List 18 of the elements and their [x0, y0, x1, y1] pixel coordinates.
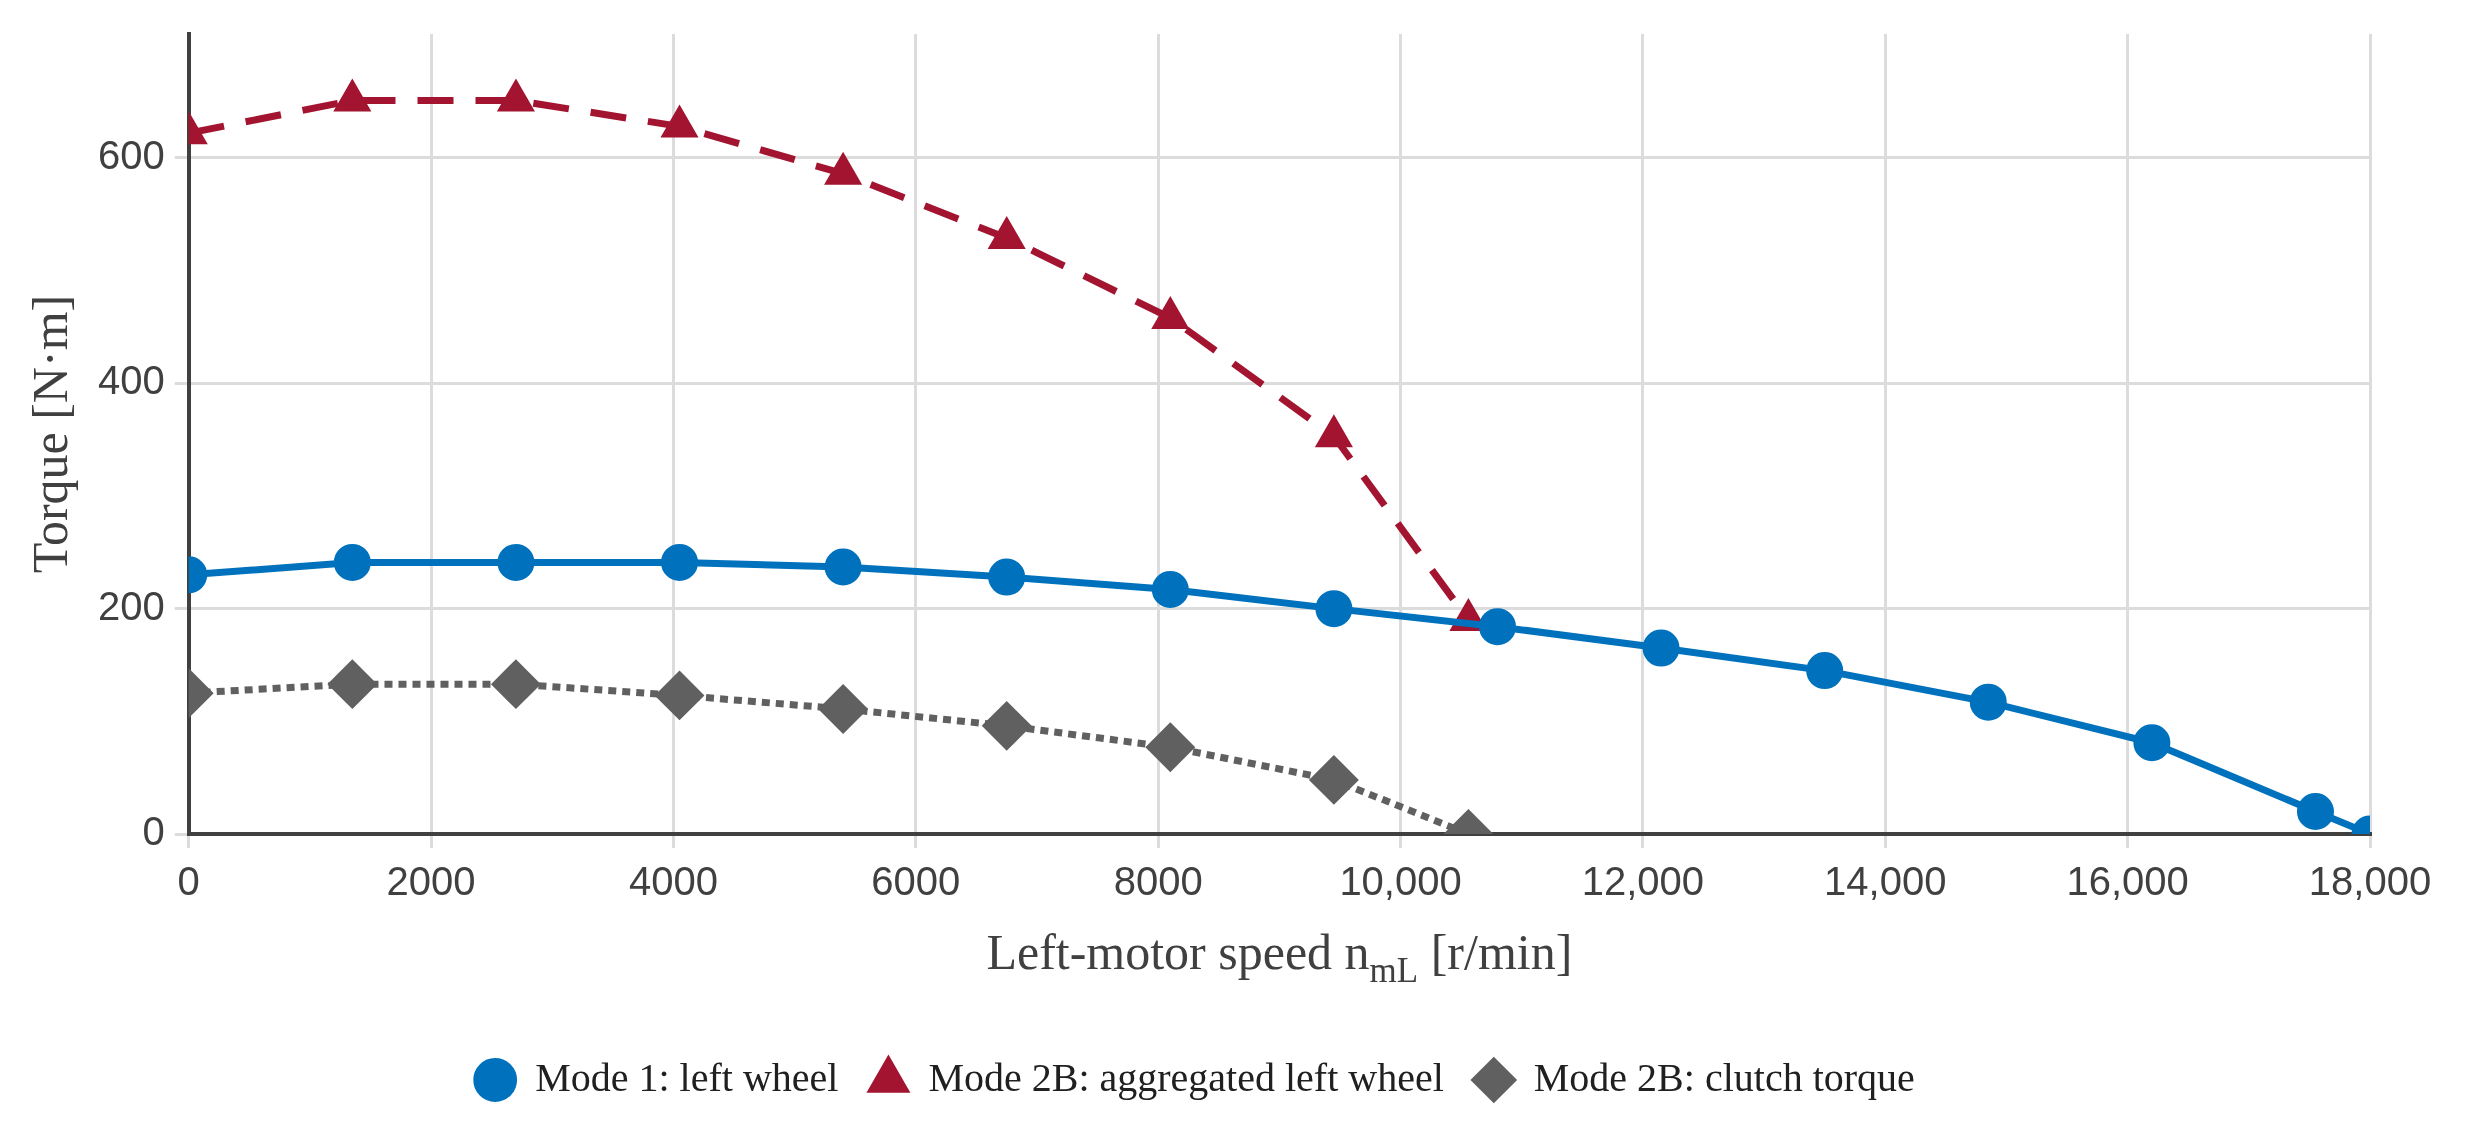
y-axis-title: Torque [N·m] [22, 294, 79, 574]
y-tick-label: 0 [142, 809, 165, 854]
x-tick-label: 18,000 [2308, 859, 2432, 904]
legend-label: Mode 1: left wheel [535, 1054, 839, 1100]
legend-label: Mode 2B: clutch torque [1533, 1054, 1915, 1100]
x-tick-label: 0 [177, 859, 200, 904]
x-tick-label: 6000 [871, 859, 961, 904]
x-tick-label: 8000 [1113, 859, 1203, 904]
x-tick-label: 16,000 [2066, 859, 2189, 904]
x-tick-label: 4000 [628, 859, 718, 904]
y-tick-label: 600 [97, 132, 165, 177]
y-tick-label: 400 [97, 358, 165, 403]
x-tick-label: 12,000 [1581, 859, 1705, 904]
x-tick-label: 10,000 [1339, 859, 1462, 904]
legend-label: Mode 2B: aggregated left wheel [928, 1054, 1444, 1100]
y-tick-label: 200 [97, 583, 165, 628]
x-tick-label: 14,000 [1824, 859, 1947, 904]
x-tick-label: 2000 [386, 859, 476, 904]
